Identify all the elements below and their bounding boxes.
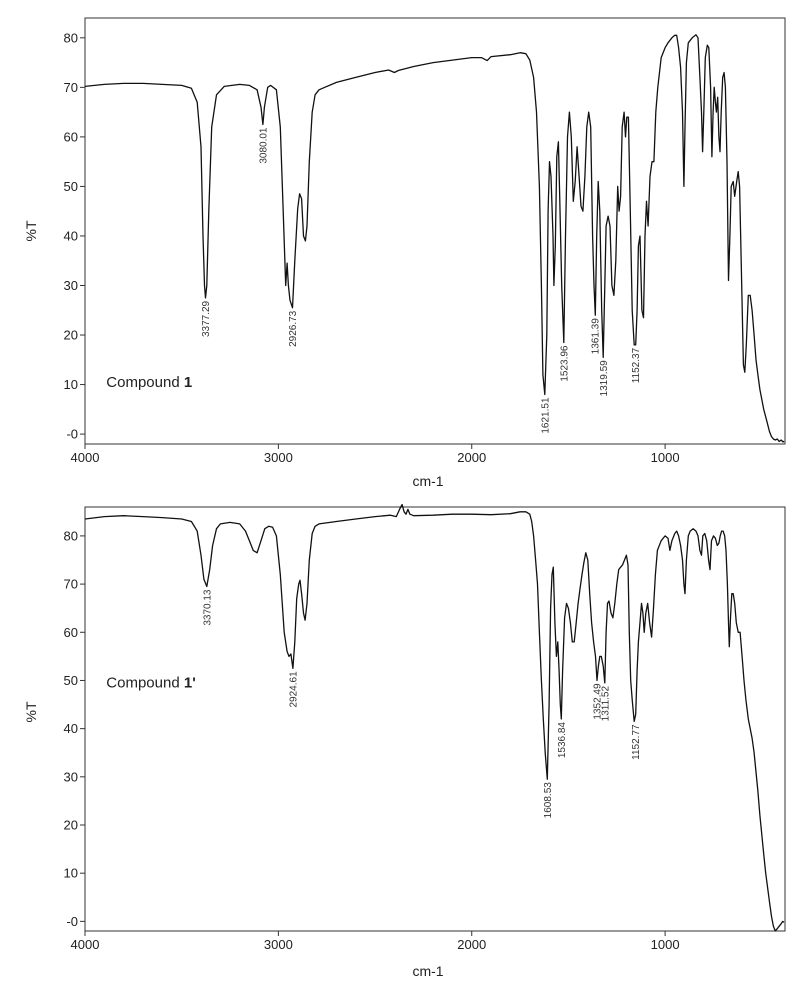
plot-frame	[84, 506, 786, 932]
peak-label: 3370.13	[202, 589, 213, 626]
peak-label: 1608.53	[543, 782, 554, 819]
compound-annotation: Compound 1	[106, 374, 192, 391]
x-tick-label: 3000	[264, 450, 293, 465]
y-tick-label: 60	[64, 625, 78, 640]
y-tick-label: 30	[64, 278, 78, 293]
compound-annotation-text: Compound	[106, 675, 184, 692]
y-tick-label: 10	[64, 377, 78, 392]
compound-annotation-text: Compound	[106, 374, 184, 391]
y-axis: -0 10 20 30 40 50 60 70 80	[64, 528, 85, 929]
y-tick-label: 40	[64, 228, 78, 243]
spectrum-line	[84, 503, 785, 932]
y-axis-title: %T	[23, 701, 39, 722]
y-tick-label: 80	[64, 30, 78, 45]
x-tick-label: 2000	[457, 937, 486, 952]
spectrum-panel-compound-1-prime: -0 10 20 30 40 50 60 70 80 4000 3000 2000 1000 %T c…	[23, 503, 786, 979]
y-axis-title: %T	[23, 220, 39, 241]
x-tick-label: 1000	[651, 450, 680, 465]
plot-frame	[84, 17, 786, 445]
peak-label: 1352.49	[592, 683, 603, 720]
x-tick-label: 4000	[71, 450, 100, 465]
y-axis: -0 10 20 30 40 50 60 70 80	[64, 30, 85, 442]
peak-label: 2926.73	[288, 310, 299, 347]
y-tick-label: -0	[66, 914, 78, 929]
x-axis: 4000 3000 2000 1000	[71, 444, 680, 465]
peak-label: 3080.01	[258, 127, 269, 164]
x-axis: 4000 3000 2000 1000	[71, 931, 680, 952]
spectrum-panel-compound-1: -0 10 20 30 40 50 60 70 80 4000 3000 2000 1000 %T c…	[23, 17, 786, 489]
x-axis-title: cm-1	[412, 963, 443, 979]
x-tick-label: 4000	[71, 937, 100, 952]
y-tick-label: 40	[64, 721, 78, 736]
y-tick-label: 30	[64, 769, 78, 784]
x-tick-label: 2000	[457, 450, 486, 465]
peak-label: 1361.39	[591, 318, 602, 355]
y-tick-label: 10	[64, 866, 78, 881]
compound-annotation-number: 1'	[184, 675, 196, 692]
peak-label: 3377.29	[201, 300, 212, 337]
peak-labels: 3377.29 3080.01 2926.73 1621.51 1523.96 1361.…	[201, 127, 642, 434]
y-tick-label: -0	[66, 427, 78, 442]
peak-label: 2924.61	[288, 671, 299, 708]
peak-label: 1311.52	[600, 685, 611, 721]
compound-annotation: Compound 1'	[106, 675, 195, 692]
y-tick-label: 20	[64, 328, 78, 343]
y-tick-label: 20	[64, 818, 78, 833]
peak-label: 1152.37	[631, 347, 642, 383]
x-tick-label: 3000	[264, 937, 293, 952]
y-tick-label: 50	[64, 179, 78, 194]
y-tick-label: 70	[64, 80, 78, 95]
peak-label: 1536.84	[557, 722, 568, 759]
y-tick-label: 50	[64, 673, 78, 688]
y-tick-label: 60	[64, 129, 78, 144]
x-axis-title: cm-1	[412, 473, 443, 489]
peak-labels: 3370.13 2924.61 1608.53 1536.84 1352.491311.…	[202, 589, 642, 818]
y-tick-label: 70	[64, 577, 78, 592]
peak-label: 1523.96	[559, 345, 570, 382]
peak-label: 1621.51	[540, 397, 551, 434]
peak-label: 1152.77	[631, 724, 642, 760]
spectrum-line	[84, 34, 785, 443]
compound-annotation-number: 1	[184, 374, 192, 391]
y-tick-label: 80	[64, 528, 78, 543]
peak-label: 1319.59	[599, 360, 610, 397]
x-tick-label: 1000	[651, 937, 680, 952]
